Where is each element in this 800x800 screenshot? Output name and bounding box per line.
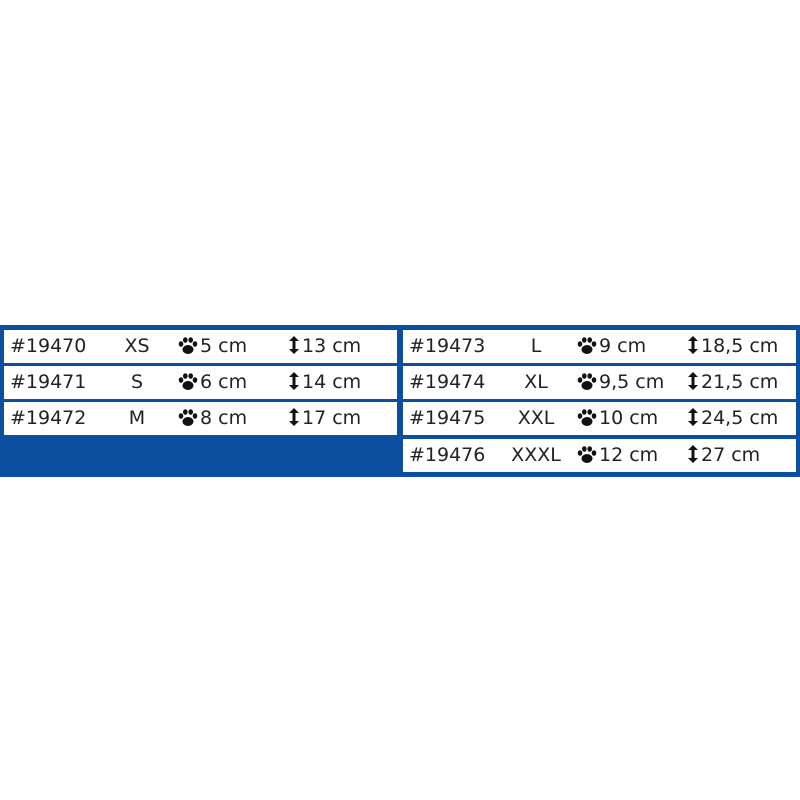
article-number: #19473: [409, 335, 486, 357]
width-value: 12 cm: [599, 444, 659, 466]
table-row: #19474 XL 9,5 cm 21,5 cm: [403, 366, 796, 399]
table-row: #19473 L 9 cm 18,5 cm: [403, 330, 796, 363]
article-number: #19475: [409, 407, 486, 429]
length-value: 27 cm: [701, 444, 761, 466]
vertical-arrow-icon: [688, 372, 698, 390]
vertical-arrow-icon: [289, 408, 299, 426]
size-label: M: [128, 407, 146, 429]
size-label: XL: [524, 371, 548, 393]
vertical-arrow-icon: [688, 408, 698, 426]
size-label: XS: [124, 335, 150, 357]
article-number: #19470: [10, 335, 87, 357]
article-number: #19474: [409, 371, 486, 393]
width-value: 9,5 cm: [599, 371, 665, 393]
vertical-arrow-icon: [688, 445, 698, 463]
width-value: 10 cm: [599, 407, 659, 429]
paw-icon: [577, 373, 597, 390]
length-value: 18,5 cm: [701, 335, 779, 357]
paw-icon: [178, 373, 198, 390]
table-row: #19475 XXL 10 cm 24,5 cm: [403, 402, 796, 435]
length-value: 24,5 cm: [701, 407, 779, 429]
article-number: #19472: [10, 407, 87, 429]
width-value: 8 cm: [200, 407, 248, 429]
size-label: L: [530, 335, 542, 357]
table-row: #19470 XS 5 cm 13 cm: [4, 330, 397, 363]
paw-icon: [178, 337, 198, 354]
paw-icon: [577, 337, 597, 354]
vertical-arrow-icon: [289, 336, 299, 354]
length-value: 13 cm: [302, 335, 362, 357]
size-label: XXXL: [511, 444, 561, 466]
table-row: #19471 S 6 cm 14 cm: [4, 366, 397, 399]
table-row: #19476 XXXL 12 cm 27 cm: [403, 439, 796, 472]
article-number: #19471: [10, 371, 87, 393]
vertical-arrow-icon: [289, 372, 299, 390]
vertical-arrow-icon: [688, 336, 698, 354]
width-value: 9 cm: [599, 335, 647, 357]
size-label: S: [130, 371, 144, 393]
paw-icon: [577, 446, 597, 463]
length-value: 17 cm: [302, 407, 362, 429]
length-value: 14 cm: [302, 371, 362, 393]
length-value: 21,5 cm: [701, 371, 779, 393]
article-number: #19476: [409, 444, 486, 466]
width-value: 6 cm: [200, 371, 248, 393]
width-value: 5 cm: [200, 335, 248, 357]
paw-icon: [577, 409, 597, 426]
size-label: XXL: [517, 407, 555, 429]
table-row: #19472 M 8 cm 17 cm: [4, 402, 397, 435]
paw-icon: [178, 409, 198, 426]
